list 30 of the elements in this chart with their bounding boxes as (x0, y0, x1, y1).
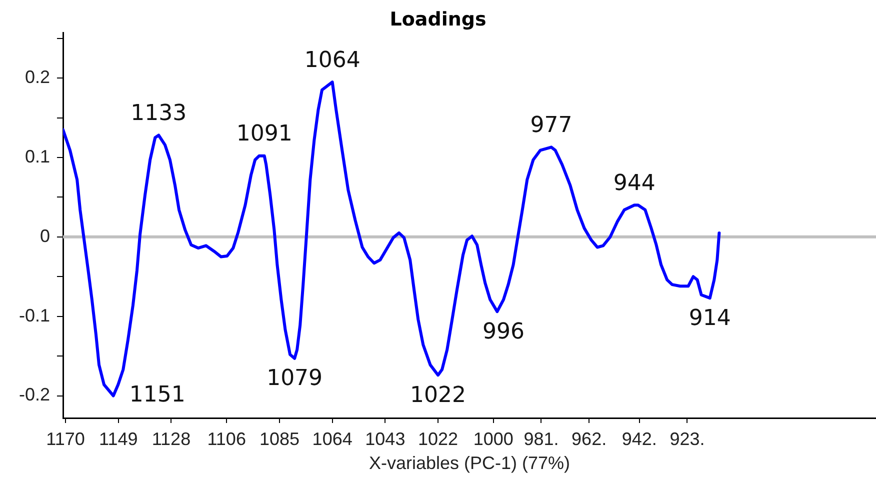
annotation: 1022 (410, 382, 466, 408)
x-tick-label: 1000 (473, 428, 514, 449)
y-tick-label: 0.2 (24, 67, 50, 88)
x-tick-label: 1043 (365, 428, 406, 449)
x-tick-label: 1064 (312, 428, 352, 449)
x-tick-label: 1022 (418, 428, 458, 449)
annotation: 1064 (304, 48, 360, 73)
x-tick-label: 1106 (207, 428, 246, 449)
y-tick-label: 0 (40, 226, 50, 246)
y-tick-label: -0.1 (18, 305, 50, 326)
x-axis-title: X-variables (PC-1) (77%) (368, 453, 570, 474)
annotation: 977 (530, 112, 572, 138)
x-tick-label: 942. (622, 428, 657, 449)
chart-title: Loadings (390, 8, 486, 30)
x-tick-label: 962. (572, 428, 607, 449)
x-tick-label: 981. (524, 428, 559, 449)
x-tick-label: 1128 (152, 428, 191, 449)
annotation: 1151 (129, 382, 186, 408)
annotation: 1133 (130, 100, 187, 126)
annotation: 996 (482, 319, 524, 344)
x-tick-label: 923. (670, 428, 705, 449)
x-tick-label: 1085 (259, 428, 300, 449)
annotation: 914 (688, 306, 731, 331)
annotation: 1091 (236, 122, 292, 147)
x-tick-label: 1170 (46, 428, 85, 449)
x-tick-label: 1149 (99, 428, 138, 449)
annotation: 1079 (266, 366, 323, 392)
y-tick-label: 0.1 (24, 146, 50, 166)
annotation: 944 (613, 170, 656, 196)
y-tick-label: -0.2 (18, 384, 50, 405)
